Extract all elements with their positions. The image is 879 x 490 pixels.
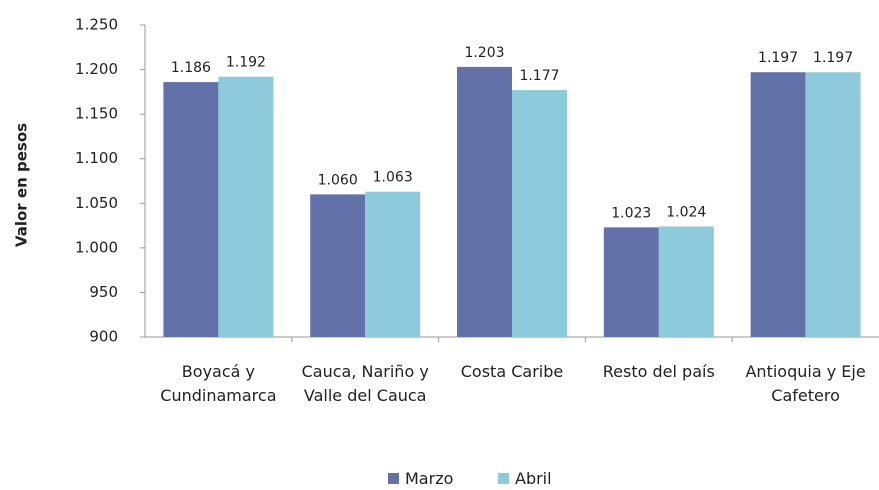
bar — [805, 72, 861, 337]
legend-swatch — [498, 473, 509, 484]
x-tick-label: Resto del país — [602, 362, 715, 381]
legend-swatch — [388, 473, 399, 484]
bar — [163, 82, 219, 338]
data-label: 1.186 — [171, 60, 211, 76]
bar — [658, 226, 714, 337]
data-label: 1.024 — [666, 204, 706, 220]
bar — [512, 90, 567, 338]
y-tick-label: 1.150 — [75, 105, 118, 123]
y-tick-label: 1.000 — [75, 238, 118, 256]
legend-item: Marzo — [388, 469, 453, 488]
x-tick-label: Boyacá y Cundinamarca — [160, 362, 277, 405]
legend-item: Abril — [498, 469, 552, 488]
data-label: 1.023 — [611, 205, 651, 221]
data-label: 1.197 — [813, 50, 853, 66]
data-label: 1.192 — [226, 55, 266, 71]
data-label: 1.060 — [318, 172, 358, 188]
data-label: 1.177 — [519, 68, 559, 84]
bar — [310, 194, 366, 337]
data-label: 1.063 — [373, 170, 413, 186]
x-tick-label: Costa Caribe — [460, 362, 564, 381]
y-tick-label: 900 — [89, 328, 118, 346]
y-tick-label: 1.200 — [75, 60, 118, 78]
legend-label: Marzo — [405, 469, 454, 488]
legend-label: Abril — [515, 469, 552, 488]
data-label: 1.203 — [464, 45, 504, 61]
bar — [603, 227, 659, 337]
bar — [750, 72, 806, 337]
bar — [365, 191, 421, 337]
y-tick-label: 1.100 — [75, 149, 118, 167]
data-label: 1.197 — [758, 50, 798, 66]
x-tick-label: Cauca, Nariño y Valle del Cauca — [301, 362, 429, 405]
y-tick-label: 1.050 — [75, 194, 118, 212]
bar — [457, 66, 512, 337]
bar — [218, 76, 274, 338]
x-tick-label: Antioquia y Eje Cafetero — [745, 362, 866, 405]
y-axis-title: Valor en pesos — [13, 123, 31, 247]
y-tick-label: 1.250 — [75, 16, 118, 34]
y-tick-label: 950 — [89, 283, 118, 301]
